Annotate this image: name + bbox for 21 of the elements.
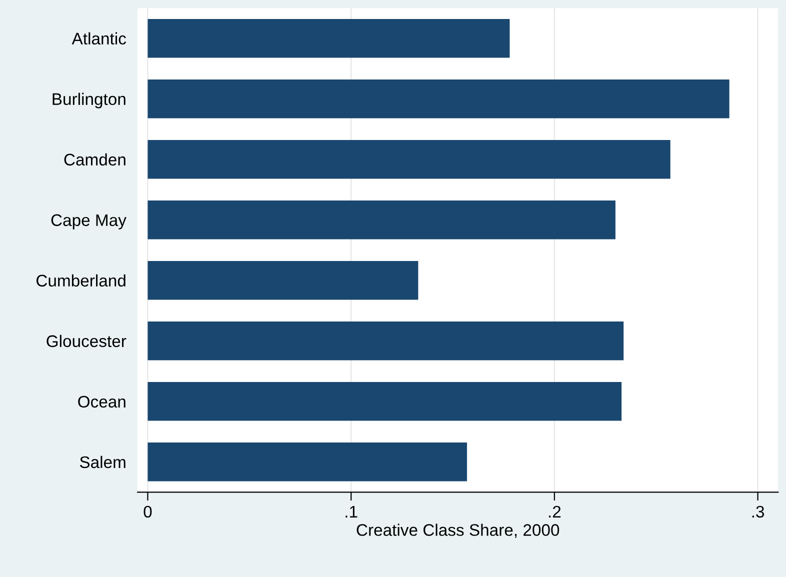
- y-tick-label: Cumberland: [36, 274, 126, 287]
- y-tick-label: Camden: [64, 153, 126, 166]
- bar: [148, 200, 616, 240]
- bar: [148, 18, 510, 58]
- y-tick-label: Ocean: [78, 396, 126, 408]
- y-tick-label: Gloucester: [46, 334, 126, 348]
- y-tick-label: Salem: [80, 456, 126, 468]
- bar: [148, 382, 622, 421]
- bar: [148, 261, 418, 300]
- bar: [148, 442, 467, 482]
- x-tick-label: 0: [144, 506, 152, 518]
- x-tick-label: .3: [752, 506, 764, 518]
- y-tick-label: Cape May: [51, 214, 126, 230]
- y-tick-label: Atlantic: [72, 32, 126, 45]
- x-tick-label: .2: [549, 506, 561, 518]
- x-axis-title: Creative Class Share, 2000: [356, 524, 560, 538]
- bar: [148, 140, 670, 179]
- bar: [148, 79, 730, 118]
- y-tick-label: Burlington: [52, 92, 126, 108]
- x-tick-label: .1: [346, 506, 358, 518]
- bar: [148, 322, 624, 360]
